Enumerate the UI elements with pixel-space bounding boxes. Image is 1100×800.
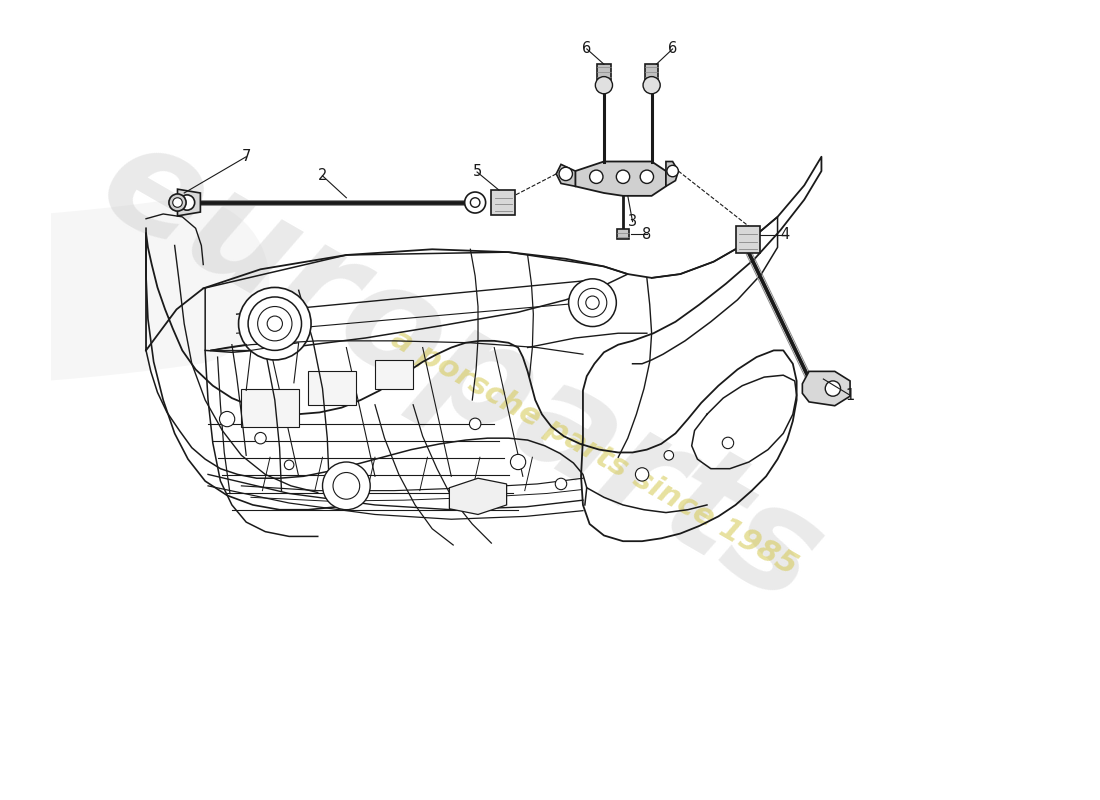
Text: 3: 3	[628, 214, 637, 229]
Circle shape	[322, 462, 371, 510]
Polygon shape	[557, 164, 575, 186]
Circle shape	[569, 279, 616, 326]
Text: 2: 2	[318, 168, 327, 183]
Text: 6: 6	[668, 42, 678, 57]
Polygon shape	[575, 162, 666, 196]
Circle shape	[239, 287, 311, 360]
Text: 1: 1	[846, 388, 855, 402]
Circle shape	[586, 296, 600, 310]
Circle shape	[464, 192, 485, 213]
Circle shape	[616, 170, 629, 183]
Circle shape	[640, 170, 653, 183]
Circle shape	[179, 195, 195, 210]
Text: europarts: europarts	[76, 109, 845, 634]
Circle shape	[510, 454, 526, 470]
Text: 6: 6	[582, 42, 592, 57]
Bar	[617, 230, 629, 238]
Circle shape	[559, 167, 572, 181]
Circle shape	[556, 478, 566, 490]
Circle shape	[579, 288, 607, 317]
Circle shape	[664, 450, 673, 460]
Bar	[492, 190, 515, 215]
Circle shape	[255, 433, 266, 444]
Circle shape	[257, 306, 292, 341]
Bar	[736, 226, 760, 253]
Circle shape	[667, 166, 679, 177]
Circle shape	[595, 77, 613, 94]
Circle shape	[471, 198, 480, 207]
Text: a porsche parts since 1985: a porsche parts since 1985	[386, 324, 803, 581]
Text: 7: 7	[242, 150, 251, 164]
Polygon shape	[802, 371, 850, 406]
Circle shape	[284, 460, 294, 470]
Circle shape	[590, 170, 603, 183]
Circle shape	[249, 297, 301, 350]
Bar	[375, 360, 414, 389]
Text: 5: 5	[472, 165, 482, 179]
Bar	[241, 389, 299, 426]
Circle shape	[169, 194, 186, 211]
Polygon shape	[666, 162, 679, 186]
Polygon shape	[177, 189, 200, 216]
Polygon shape	[450, 478, 507, 514]
Circle shape	[333, 473, 360, 499]
Circle shape	[636, 468, 649, 481]
Circle shape	[644, 77, 660, 94]
Text: 4: 4	[781, 227, 790, 242]
Circle shape	[173, 198, 183, 207]
Circle shape	[267, 316, 283, 331]
Circle shape	[470, 418, 481, 430]
Text: 8: 8	[642, 226, 651, 242]
Bar	[308, 371, 356, 405]
Circle shape	[723, 438, 734, 449]
Circle shape	[825, 381, 840, 396]
Bar	[645, 64, 658, 85]
Circle shape	[220, 411, 234, 426]
Bar	[597, 64, 611, 85]
